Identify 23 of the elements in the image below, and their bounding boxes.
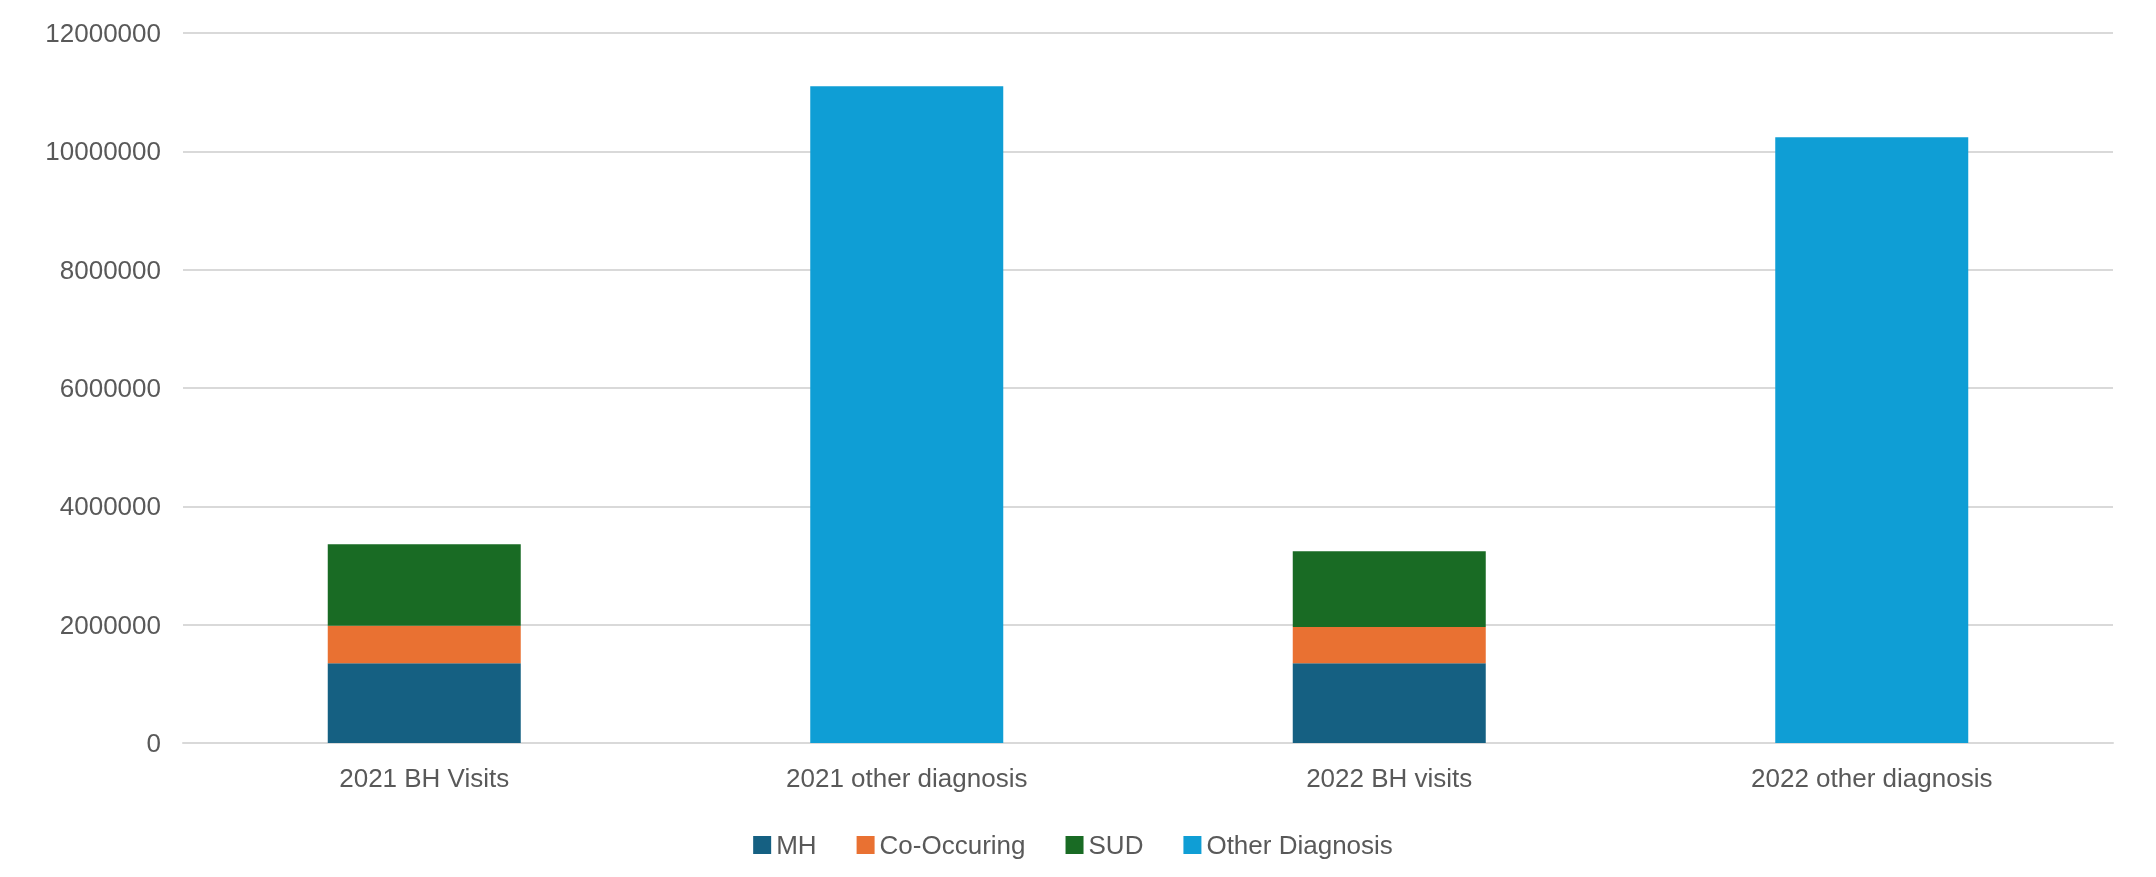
bar [1292, 551, 1486, 628]
bar [327, 544, 521, 626]
y-tick-label: 2000000 [59, 609, 161, 640]
legend-label: SUD [1088, 830, 1144, 860]
y-tick-label: 10000000 [45, 136, 161, 167]
bar [1292, 627, 1486, 664]
y-tick-label: 6000000 [59, 373, 161, 403]
bar [1292, 663, 1486, 743]
y-tick-label: 8000000 [59, 254, 161, 285]
y-tick-label: 4000000 [59, 491, 161, 522]
legend-label: Co-Occuring [879, 830, 1026, 860]
x-tick-label: 2021 other diagnosis [786, 763, 1028, 793]
bar [327, 625, 521, 664]
bar [327, 663, 521, 743]
bar [1775, 137, 1969, 743]
y-tick-label: 12000000 [45, 18, 161, 48]
x-tick-label: 2022 other diagnosis [1751, 763, 1993, 793]
y-tick-label: 0 [146, 728, 161, 758]
x-tick-label: 2022 BH visits [1306, 763, 1473, 793]
bar [810, 86, 1004, 743]
legend-label: Other Diagnosis [1206, 830, 1393, 860]
legend-label: MH [776, 830, 817, 860]
x-tick-label: 2021 BH Visits [339, 763, 510, 793]
